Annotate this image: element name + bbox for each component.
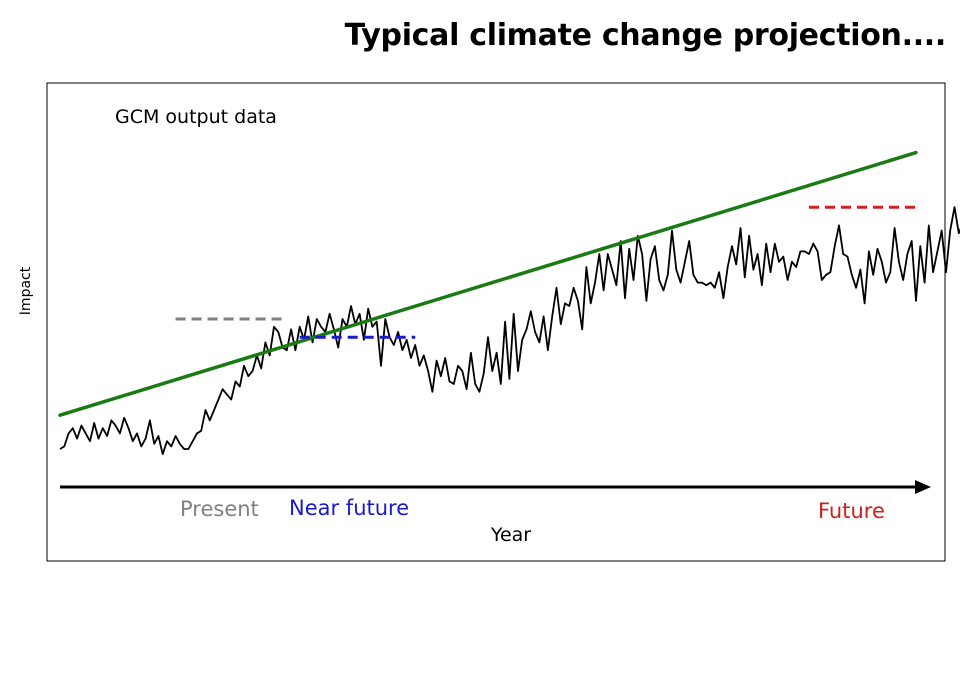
- chart-frame: [46, 82, 946, 562]
- gcm-annotation: GCM output data: [115, 106, 277, 128]
- x-axis-label: Year: [490, 524, 531, 546]
- period-label-present: Present: [180, 497, 259, 521]
- series-layer: [58, 150, 960, 456]
- period-label-future: Future: [818, 499, 885, 523]
- year-axis-arrowhead: [915, 480, 931, 494]
- axis-layer: [60, 480, 931, 494]
- slide-title: Typical climate change projection....: [344, 18, 947, 53]
- y-axis-label: Impact: [18, 266, 34, 315]
- period-label-near-future: Near future: [289, 496, 409, 520]
- trend-line: [58, 150, 918, 417]
